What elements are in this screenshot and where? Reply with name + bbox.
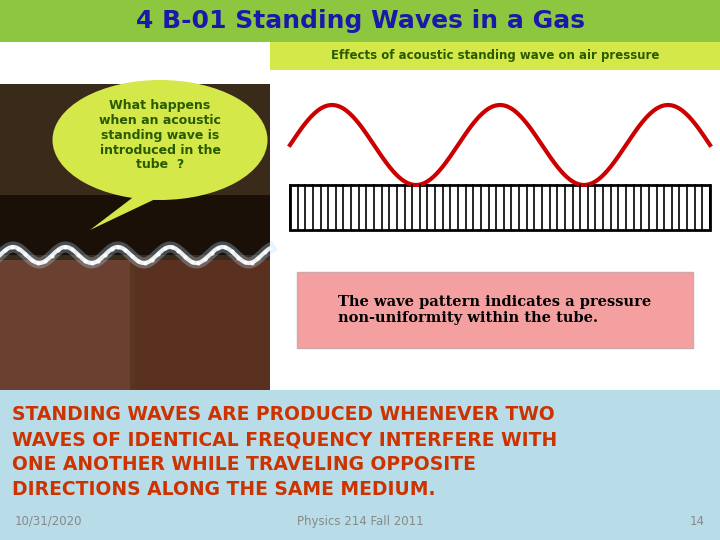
Bar <box>135 260 270 390</box>
Bar <box>0 390 720 540</box>
Bar <box>0 195 270 255</box>
Bar <box>290 185 710 230</box>
Text: STANDING WAVES ARE PRODUCED WHENEVER TWO
WAVES OF IDENTICAL FREQUENCY INTERFERE : STANDING WAVES ARE PRODUCED WHENEVER TWO… <box>12 405 557 499</box>
Bar <box>0 42 720 390</box>
Bar <box>0 260 270 340</box>
Text: Effects of acoustic standing wave on air pressure: Effects of acoustic standing wave on air… <box>330 50 660 63</box>
Polygon shape <box>90 192 170 230</box>
Bar <box>0 0 720 42</box>
Bar <box>0 84 270 390</box>
Text: The wave pattern indicates a pressure
non-uniformity within the tube.: The wave pattern indicates a pressure no… <box>338 295 652 325</box>
Bar <box>0 260 270 390</box>
Text: 10/31/2020: 10/31/2020 <box>15 515 83 528</box>
Text: 4 B-01 Standing Waves in a Gas: 4 B-01 Standing Waves in a Gas <box>135 9 585 33</box>
Ellipse shape <box>53 80 268 200</box>
Bar <box>0 340 270 390</box>
Text: 14: 14 <box>690 515 705 528</box>
Bar <box>0 260 130 390</box>
Bar <box>270 42 720 70</box>
FancyBboxPatch shape <box>297 272 693 348</box>
Text: What happens
when an acoustic
standing wave is
introduced in the
tube  ?: What happens when an acoustic standing w… <box>99 98 221 172</box>
Text: Physics 214 Fall 2011: Physics 214 Fall 2011 <box>297 515 423 528</box>
